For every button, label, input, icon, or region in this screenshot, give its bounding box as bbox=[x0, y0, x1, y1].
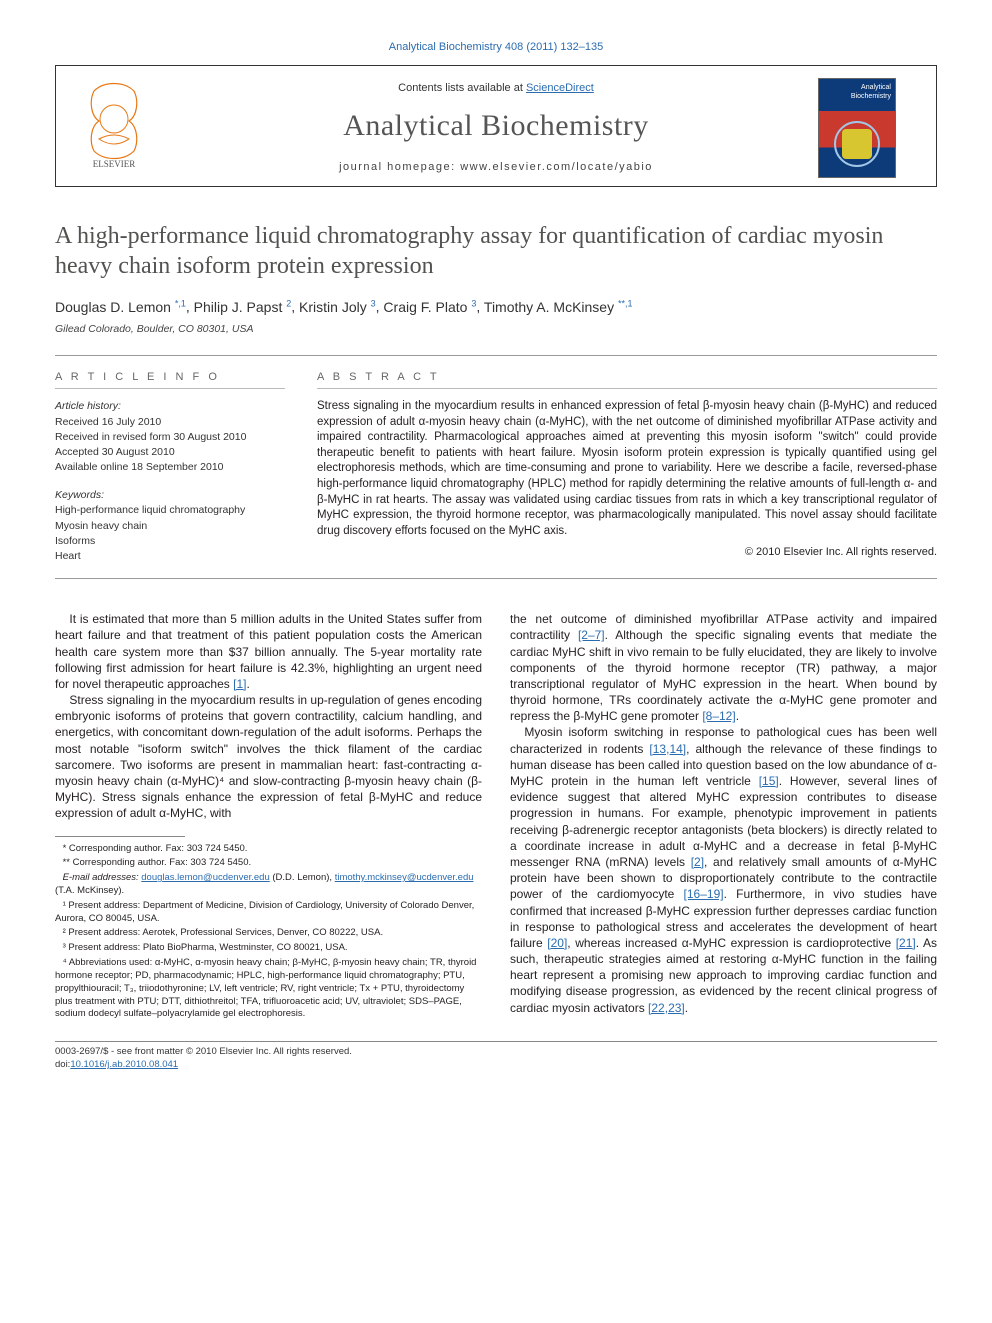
footnote: ⁴ Abbreviations used: α-MyHC, α-myosin h… bbox=[55, 957, 482, 1021]
front-matter-line: 0003-2697/$ - see front matter © 2010 El… bbox=[55, 1046, 937, 1059]
ref-link[interactable]: [1] bbox=[233, 677, 246, 691]
ref-link[interactable]: [2] bbox=[691, 855, 704, 869]
top-citation: Analytical Biochemistry 408 (2011) 132–1… bbox=[55, 40, 937, 55]
author-list: Douglas D. Lemon *,1, Philip J. Papst 2,… bbox=[55, 297, 937, 317]
footnotes: * Corresponding author. Fax: 303 724 545… bbox=[55, 843, 482, 1022]
footnote: E-mail addresses: douglas.lemon@ucdenver… bbox=[55, 872, 482, 898]
contents-line: Contents lists available at ScienceDirec… bbox=[192, 81, 800, 96]
footnote: ² Present address: Aerotek, Professional… bbox=[55, 927, 482, 940]
page-footer: 0003-2697/$ - see front matter © 2010 El… bbox=[55, 1046, 937, 1072]
journal-banner: ELSEVIER Contents lists available at Sci… bbox=[55, 65, 937, 187]
body-text: It is estimated that more than 5 million… bbox=[55, 611, 937, 1023]
article-info-heading: A R T I C L E I N F O bbox=[55, 370, 285, 390]
keyword: Heart bbox=[55, 549, 285, 563]
keyword: Myosin heavy chain bbox=[55, 519, 285, 533]
journal-cover-thumb: Analytical Biochemistry bbox=[818, 78, 896, 178]
author-4: Timothy A. McKinsey **,1 bbox=[484, 299, 633, 315]
footer-rule bbox=[55, 1041, 937, 1042]
keyword: Isoforms bbox=[55, 534, 285, 548]
history-label: Article history: bbox=[55, 399, 285, 413]
abstract-heading: A B S T R A C T bbox=[317, 370, 937, 390]
article-info: A R T I C L E I N F O Article history: R… bbox=[55, 370, 285, 565]
abstract-text: Stress signaling in the myocardium resul… bbox=[317, 399, 937, 539]
ref-link[interactable]: [8–12] bbox=[702, 709, 735, 723]
abstract-copyright: © 2010 Elsevier Inc. All rights reserved… bbox=[317, 545, 937, 560]
abstract: A B S T R A C T Stress signaling in the … bbox=[317, 370, 937, 565]
svg-text:ELSEVIER: ELSEVIER bbox=[93, 159, 136, 169]
ref-link[interactable]: [20] bbox=[547, 936, 567, 950]
footnote-rule bbox=[55, 836, 185, 837]
history-item: Received in revised form 30 August 2010 bbox=[55, 430, 285, 444]
sciencedirect-link[interactable]: ScienceDirect bbox=[526, 82, 594, 94]
history-item: Received 16 July 2010 bbox=[55, 415, 285, 429]
footnote: * Corresponding author. Fax: 303 724 545… bbox=[55, 843, 482, 856]
ref-link[interactable]: [16–19] bbox=[684, 887, 724, 901]
author-3: Craig F. Plato 3 bbox=[383, 299, 476, 315]
history-item: Accepted 30 August 2010 bbox=[55, 445, 285, 459]
email-link[interactable]: douglas.lemon@ucdenver.edu bbox=[141, 872, 269, 883]
keywords-label: Keywords: bbox=[55, 488, 285, 502]
history-item: Available online 18 September 2010 bbox=[55, 460, 285, 474]
email-link[interactable]: timothy.mckinsey@ucdenver.edu bbox=[335, 872, 474, 883]
affiliation: Gilead Colorado, Boulder, CO 80301, USA bbox=[55, 322, 937, 336]
author-0: Douglas D. Lemon *,1 bbox=[55, 299, 186, 315]
author-1: Philip J. Papst 2 bbox=[194, 299, 292, 315]
footnote: ** Corresponding author. Fax: 303 724 54… bbox=[55, 857, 482, 870]
footnote: ³ Present address: Plato BioPharma, West… bbox=[55, 942, 482, 955]
author-2: Kristin Joly 3 bbox=[299, 299, 376, 315]
journal-name: Analytical Biochemistry bbox=[192, 106, 800, 147]
ref-link[interactable]: [21] bbox=[896, 936, 916, 950]
keyword: High-performance liquid chromatography bbox=[55, 503, 285, 517]
article-title: A high-performance liquid chromatography… bbox=[55, 221, 937, 281]
doi-link[interactable]: 10.1016/j.ab.2010.08.041 bbox=[70, 1059, 178, 1070]
ref-link[interactable]: [15] bbox=[759, 774, 779, 788]
ref-link[interactable]: [22,23] bbox=[648, 1001, 685, 1015]
ref-link[interactable]: [13,14] bbox=[649, 742, 686, 756]
elsevier-logo: ELSEVIER bbox=[74, 81, 174, 176]
journal-homepage: journal homepage: www.elsevier.com/locat… bbox=[192, 160, 800, 175]
footnote: ¹ Present address: Department of Medicin… bbox=[55, 900, 482, 926]
ref-link[interactable]: [2–7] bbox=[578, 628, 605, 642]
